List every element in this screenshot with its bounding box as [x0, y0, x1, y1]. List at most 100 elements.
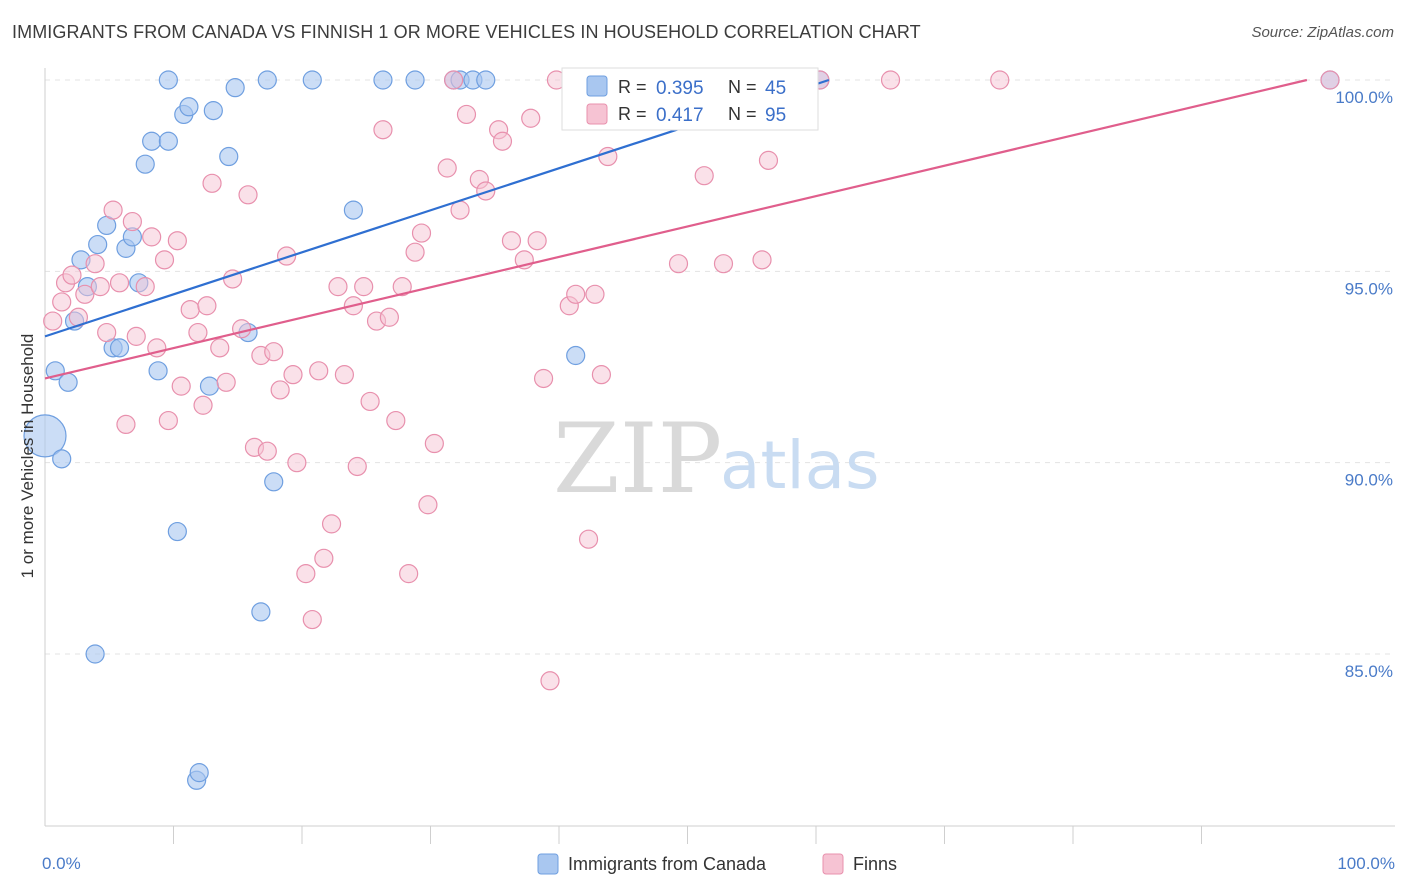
point-finns: [167, 231, 187, 251]
source-label: Source: ZipAtlas.com: [1251, 24, 1394, 41]
watermark-zip: ZIP: [553, 403, 722, 515]
point-finns: [598, 146, 618, 167]
point-canada: [88, 234, 108, 255]
point-finns: [386, 410, 406, 431]
point-finns: [521, 108, 541, 128]
point-canada: [219, 146, 239, 167]
point-finns: [373, 120, 393, 140]
point-finns: [591, 365, 612, 385]
y-tick-label: 90.0%: [1345, 471, 1393, 490]
point-finns: [334, 365, 355, 385]
point-finns: [193, 395, 213, 415]
series-legend: Immigrants from Canada Finns: [537, 853, 897, 875]
point-finns: [314, 548, 334, 568]
point-canada: [158, 70, 178, 90]
point-canada: [566, 345, 586, 366]
trend-line-finns: [44, 78, 1308, 380]
point-finns: [456, 104, 477, 125]
point-finns: [540, 671, 560, 691]
point-finns: [668, 254, 689, 274]
point-finns: [90, 277, 110, 297]
legend-n-value-pink: 95: [765, 105, 786, 126]
point-finns: [109, 273, 130, 293]
point-finns: [566, 284, 586, 304]
point-finns: [171, 376, 191, 396]
point-finns: [476, 181, 496, 201]
legend-n-label-blue: N =: [728, 77, 757, 97]
point-finns: [399, 564, 419, 584]
point-finns: [75, 284, 95, 304]
point-finns: [85, 254, 105, 274]
point-canada: [58, 372, 78, 392]
series-legend-swatch-finns: [822, 853, 844, 875]
point-finns: [97, 322, 117, 343]
legend-r-value-pink: 0.417: [656, 105, 704, 126]
point-finns: [694, 166, 714, 186]
tick-label-layer: 100.0% 95.0% 90.0% 85.0% 0.0% 100.0%: [42, 88, 1395, 873]
point-canada: [148, 361, 168, 381]
x-tick-label: 0.0%: [42, 854, 81, 873]
point-finns: [43, 311, 63, 331]
point-finns: [354, 277, 374, 297]
series-legend-swatch-canada: [537, 853, 559, 875]
point-canada: [85, 644, 105, 664]
point-finns: [135, 277, 155, 297]
point-finns: [142, 227, 162, 247]
point-finns: [405, 242, 425, 262]
grid-layer: [45, 79, 1395, 655]
point-finns: [287, 453, 307, 473]
point-canada: [203, 101, 223, 121]
point-finns: [328, 277, 348, 297]
point-canada: [251, 602, 271, 622]
point-canada: [225, 78, 245, 98]
point-finns: [501, 231, 522, 251]
point-canada: [343, 200, 363, 220]
point-finns: [238, 185, 258, 205]
point-finns: [62, 265, 82, 285]
point-canada: [109, 338, 130, 358]
point-finns: [713, 254, 734, 274]
point-finns: [116, 414, 136, 434]
point-canada: [373, 70, 393, 90]
point-finns: [264, 342, 284, 362]
series-legend-label-finns: Finns: [853, 854, 897, 874]
point-finns: [424, 433, 444, 454]
point-finns: [210, 338, 230, 358]
point-finns: [154, 250, 175, 270]
point-finns: [1320, 70, 1340, 90]
watermark: ZIP atlas: [553, 403, 880, 515]
point-finns: [321, 514, 342, 534]
x-tick-label: 100.0%: [1337, 854, 1395, 873]
point-canada: [257, 70, 277, 90]
point-finns: [158, 410, 178, 431]
point-finns: [492, 131, 513, 151]
point-canada: [476, 70, 496, 90]
point-finns: [126, 326, 146, 346]
point-finns: [302, 609, 322, 630]
point-canada: [135, 154, 155, 174]
point-finns: [990, 70, 1010, 90]
point-finns: [276, 246, 297, 266]
point-finns: [216, 372, 236, 392]
point-finns: [232, 319, 252, 339]
point-canada: [302, 70, 322, 90]
point-canada: [405, 70, 425, 90]
point-finns: [392, 277, 412, 297]
point-finns: [533, 368, 554, 389]
legend-swatch-blue: [586, 75, 608, 97]
point-finns: [585, 284, 605, 304]
point-finns: [188, 322, 208, 343]
point-finns: [437, 158, 457, 178]
point-finns: [257, 441, 277, 461]
point-finns: [103, 200, 123, 220]
y-tick-label: 85.0%: [1345, 662, 1393, 681]
point-finns: [880, 70, 901, 90]
point-finns: [578, 529, 599, 549]
point-finns: [758, 150, 779, 170]
point-finns: [202, 173, 222, 193]
point-canada: [199, 376, 220, 396]
point-canada: [52, 449, 72, 469]
watermark-atlas: atlas: [720, 427, 880, 504]
point-finns: [283, 365, 303, 385]
point-finns: [197, 296, 217, 316]
